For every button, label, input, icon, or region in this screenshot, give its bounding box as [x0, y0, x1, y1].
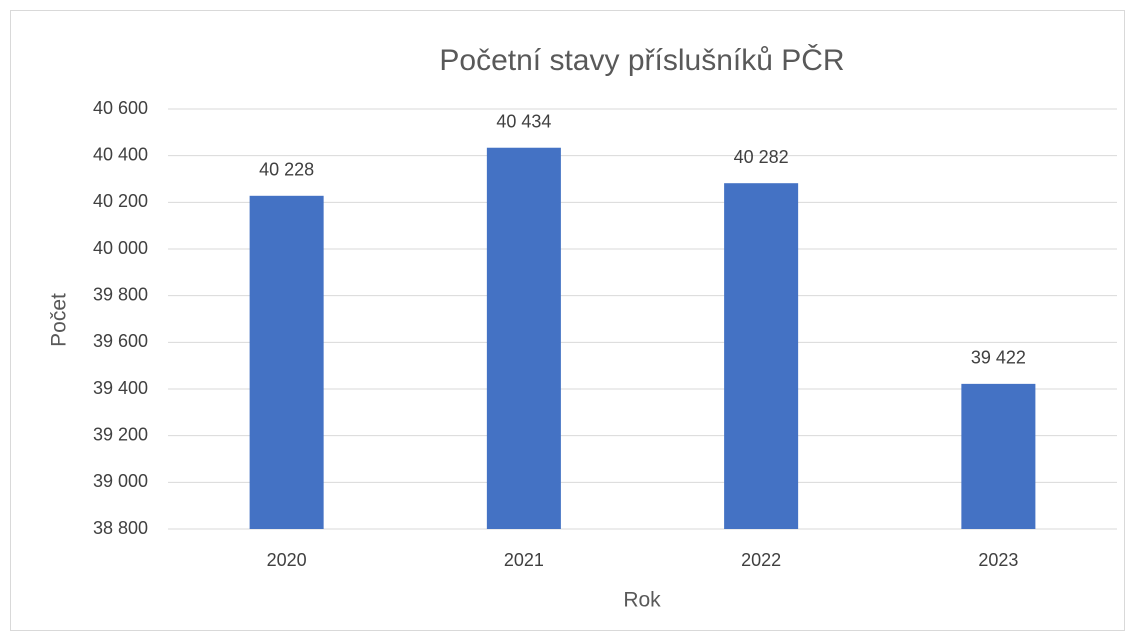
x-axis-title: Rok — [623, 589, 661, 612]
data-label: 40 434 — [496, 111, 551, 131]
y-tick-label: 39 200 — [93, 424, 148, 444]
y-tick-label: 39 600 — [93, 331, 148, 351]
x-tick-label: 2023 — [978, 550, 1018, 570]
y-tick-label: 39 400 — [93, 378, 148, 398]
y-tick-label: 39 000 — [93, 471, 148, 491]
bar — [724, 183, 799, 529]
y-tick-label: 39 800 — [93, 284, 148, 304]
x-tick-label: 2020 — [267, 550, 307, 570]
data-label: 39 422 — [971, 348, 1026, 368]
data-label: 40 282 — [734, 147, 789, 167]
data-label: 40 228 — [259, 160, 314, 180]
y-axis-title: Počet — [48, 293, 71, 347]
chart-title: Početní stavy příslušníků PČR — [439, 43, 844, 77]
x-tick-label: 2022 — [741, 550, 781, 570]
y-tick-label: 38 800 — [93, 518, 148, 538]
y-tick-label: 40 200 — [93, 191, 148, 211]
chart-frame — [10, 10, 1125, 631]
y-tick-label: 40 000 — [93, 238, 148, 258]
bar — [961, 383, 1036, 529]
y-tick-label: 40 600 — [93, 98, 148, 118]
bar — [486, 147, 561, 529]
x-tick-label: 2021 — [504, 550, 544, 570]
y-tick-label: 40 400 — [93, 144, 148, 164]
bar — [249, 195, 324, 530]
